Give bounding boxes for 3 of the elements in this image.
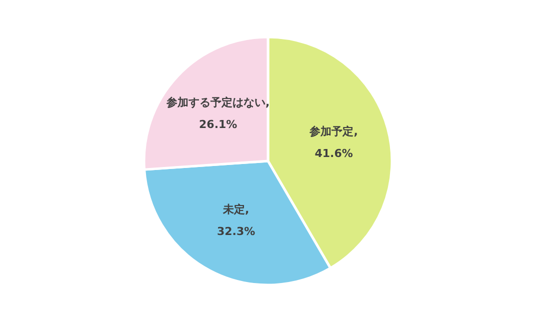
slice-label: 参加する予定はない, 26.1%	[166, 95, 270, 134]
slice-label: 未定, 32.3%	[216, 202, 256, 240]
slice-label: 参加予定, 41.6%	[310, 124, 358, 162]
